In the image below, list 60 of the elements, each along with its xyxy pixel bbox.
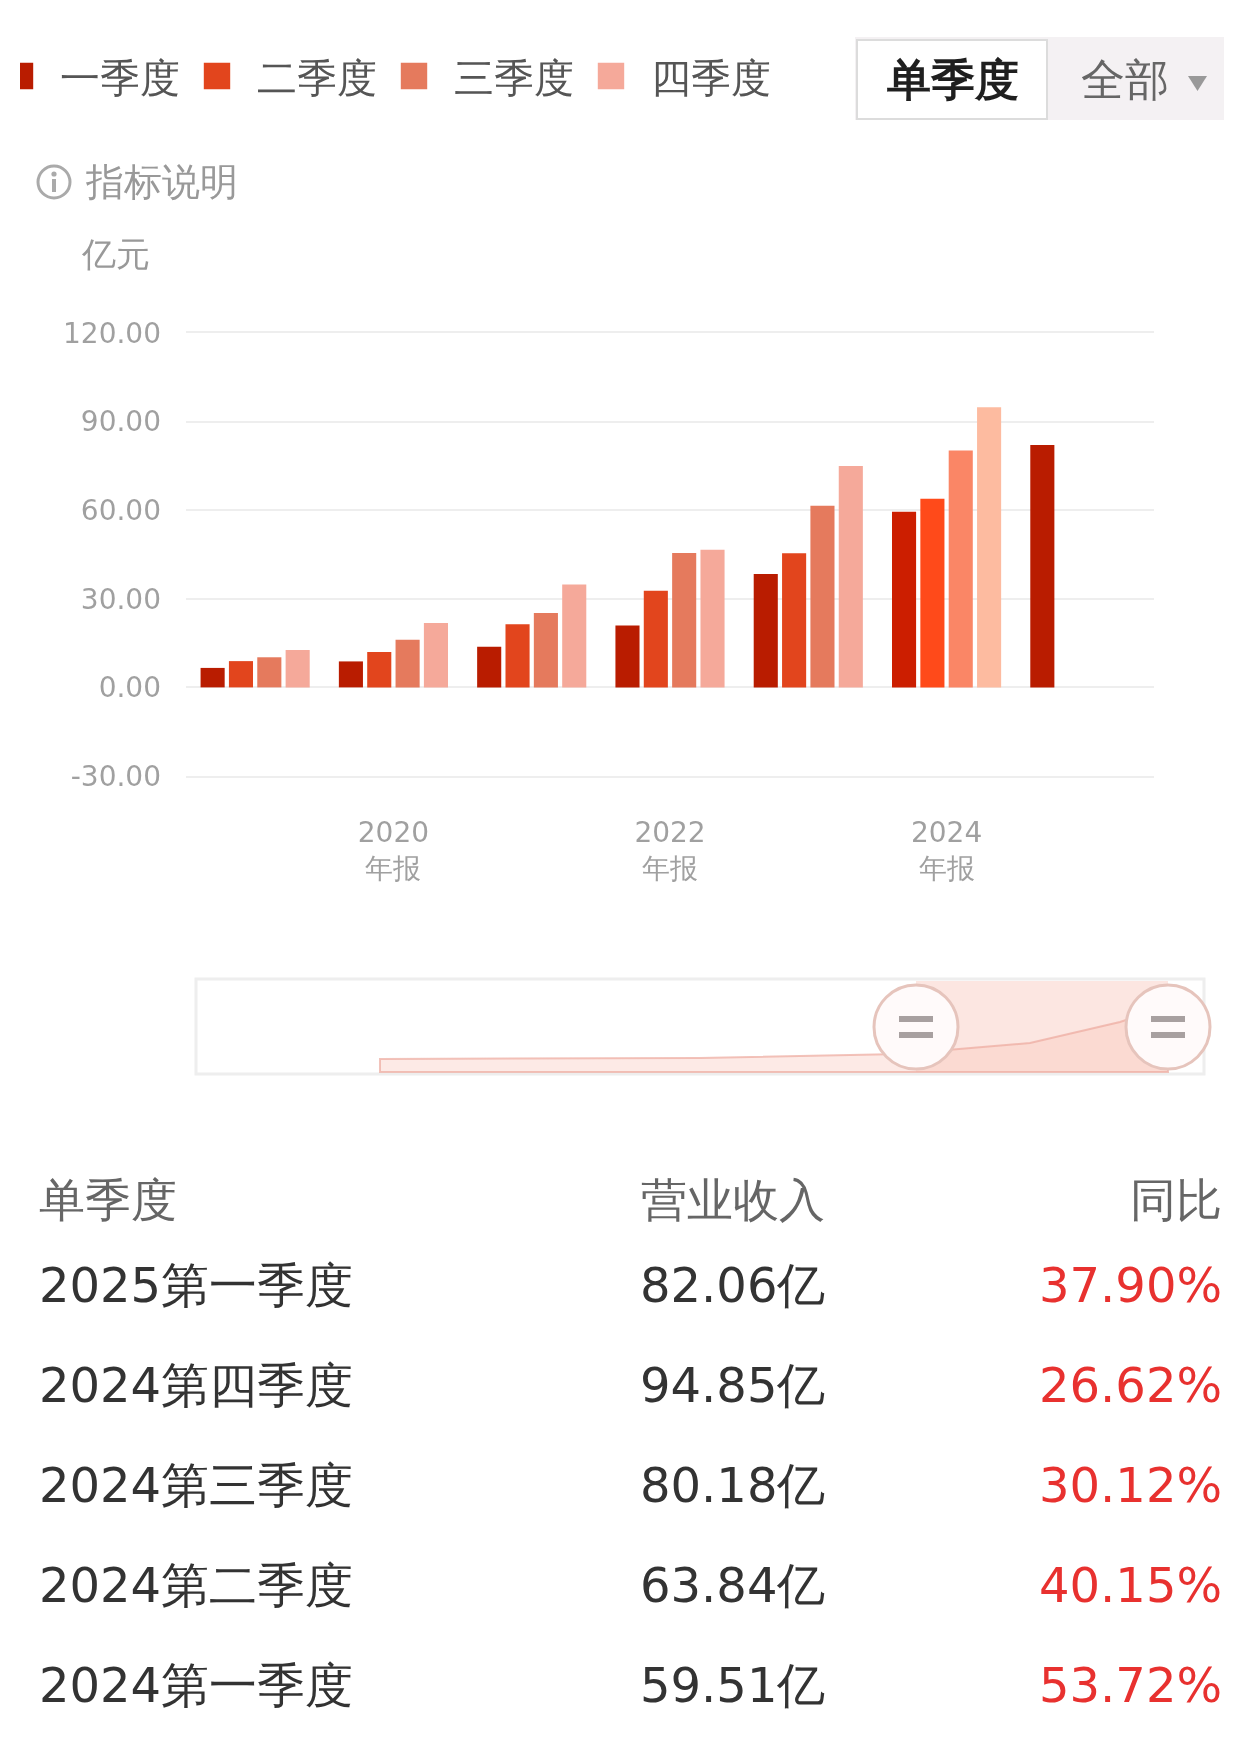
text: 2024第二季度 [39,1557,354,1613]
text: 2024第一季度 [39,1657,354,1713]
y-tick-label: 60.00 [80,494,161,527]
legend-label: 四季度 [651,54,771,101]
text: 营业收入 [641,1173,825,1227]
text: 单季度 [39,1173,177,1227]
text: 53.72% [1039,1657,1223,1713]
text: 26.62% [1039,1357,1223,1413]
bar [948,450,973,688]
text: 同比 [1130,1173,1222,1227]
text: 94.85亿 [640,1357,826,1413]
bar [477,646,502,688]
text: 30.12% [1039,1457,1223,1513]
text: 63.84亿 [640,1557,826,1613]
x-tick-label: 2020 年报 [357,815,430,885]
bar [892,511,917,688]
text: 40.15% [1039,1557,1223,1613]
text: 59.51亿 [640,1657,826,1713]
bar [533,612,558,688]
bar [920,498,945,688]
y-tick-label: 90.00 [80,405,161,439]
y-tick-label: 120.00 [63,316,161,350]
bar [615,625,640,688]
text: 单季度 [885,54,1019,105]
bar [285,649,310,688]
legend-label: 三季度 [454,54,574,101]
x-tick-label: 2022 年报 [634,815,706,885]
bar [753,573,778,688]
bar [257,657,282,688]
bar [1030,445,1055,688]
text: 37.90% [1039,1257,1223,1313]
y-tick-label: -30.00 [70,759,161,793]
bar [395,639,420,688]
bar [423,623,448,688]
bar [672,553,697,688]
bar [643,590,668,688]
bar [977,407,1002,688]
text: 指标说明 [85,160,238,204]
text: 82.06亿 [640,1257,826,1313]
text: 2024第三季度 [39,1457,354,1513]
bar [367,651,392,688]
y-tick-label: 30.00 [80,582,161,616]
bar [200,667,225,688]
y-tick-label: 0.00 [98,671,161,705]
bar [782,553,807,688]
bar [505,624,530,688]
text: 2025第一季度 [39,1257,354,1313]
y-axis-title: 亿元 [81,234,150,274]
text: 80.18亿 [640,1457,826,1513]
legend-label: 一季度 [60,54,180,101]
legend-label: 二季度 [257,54,377,101]
text: 2024第四季度 [39,1357,354,1413]
bar [338,661,363,688]
bar [228,661,254,688]
x-tick-label: 2024 年报 [910,815,983,885]
text: 全部 [1081,54,1169,105]
bar [810,505,835,688]
bar [562,584,587,688]
bar [700,549,725,688]
bar [838,465,863,688]
